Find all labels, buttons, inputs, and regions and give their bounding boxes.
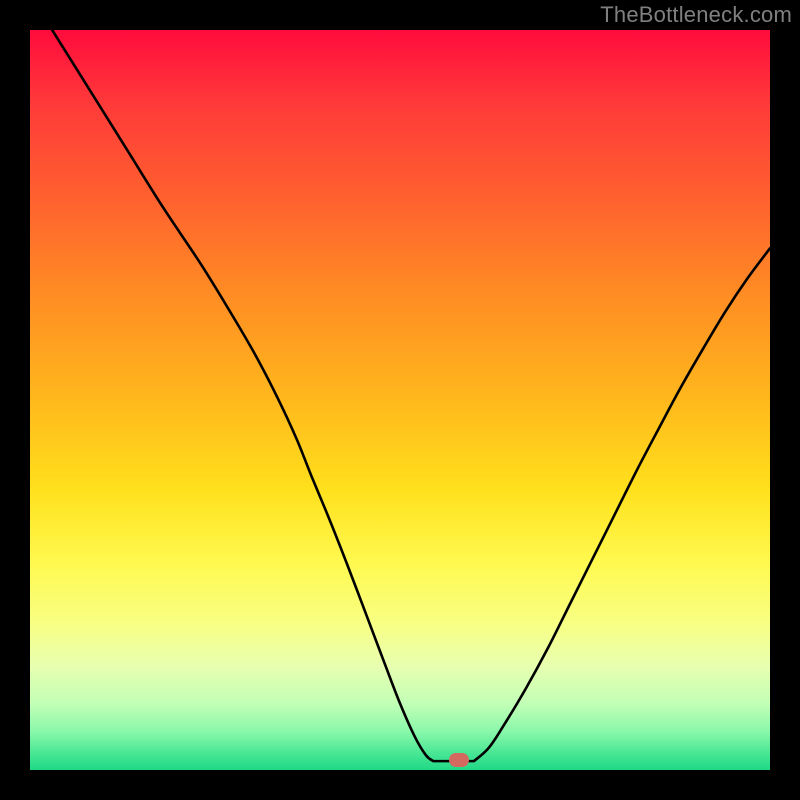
chart-frame: TheBottleneck.com xyxy=(0,0,800,800)
watermark-text: TheBottleneck.com xyxy=(600,2,792,28)
plot-area xyxy=(30,30,770,770)
bottleneck-curve xyxy=(30,30,770,770)
bottleneck-curve-path xyxy=(52,30,770,761)
optimum-marker xyxy=(449,753,469,767)
